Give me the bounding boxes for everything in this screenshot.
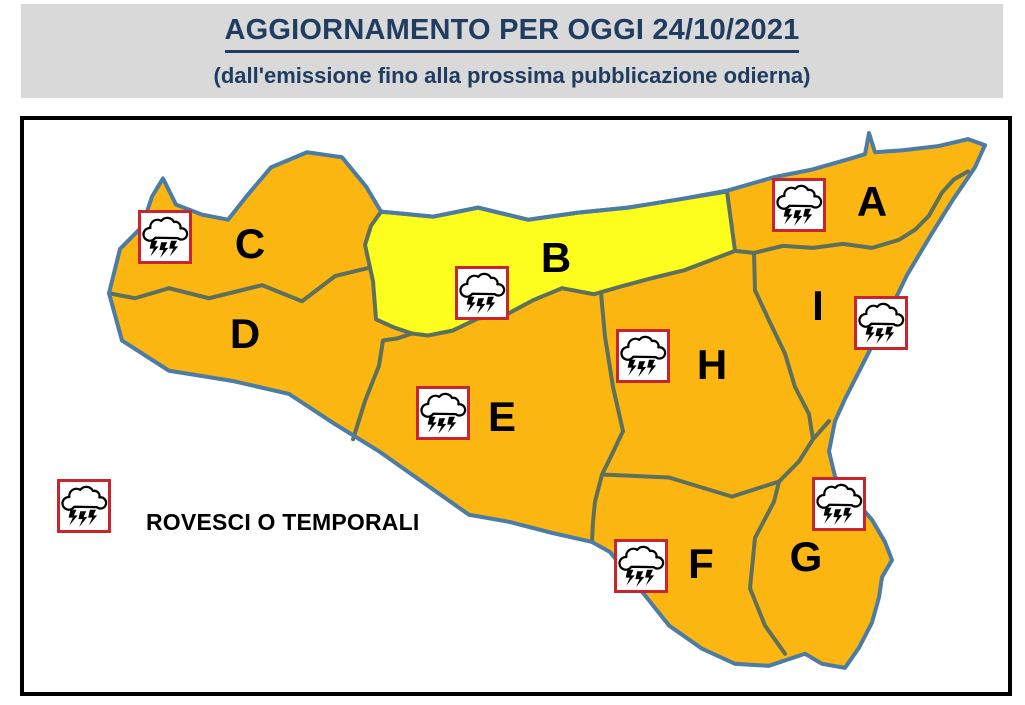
zone-label-i: I xyxy=(812,282,824,329)
storm-icon-zone-i xyxy=(854,296,908,350)
storm-icon xyxy=(60,482,108,530)
storm-icon-zone-c xyxy=(138,210,192,264)
storm-icon xyxy=(775,181,823,229)
storm-icon-zone-h xyxy=(616,329,670,383)
zone-label-g: G xyxy=(789,533,823,580)
sicily-alert-map: A B C D E F G H I ROVESCI O TEMPORALI xyxy=(20,116,1012,696)
storm-icon xyxy=(141,213,189,261)
storm-icon xyxy=(617,542,665,590)
bulletin-title: AGGIORNAMENTO PER OGGI 24/10/2021 xyxy=(224,14,800,53)
zone-label-b: B xyxy=(540,234,572,281)
zone-label-d: D xyxy=(229,310,261,357)
storm-icon xyxy=(458,269,506,317)
zone-label-h: H xyxy=(696,341,728,388)
storm-icon-zone-a xyxy=(772,178,826,232)
zone-label-f: F xyxy=(688,540,714,587)
storm-icon xyxy=(619,332,667,380)
bulletin-subtitle: (dall'emissione fino alla prossima pubbl… xyxy=(213,62,811,88)
zone-borders xyxy=(107,169,970,656)
zone-label-c: C xyxy=(234,220,266,267)
sicily-island xyxy=(109,133,985,668)
storm-icon-zone-f xyxy=(614,539,668,593)
storm-icon xyxy=(815,480,863,528)
legend-storm-icon xyxy=(57,479,111,533)
storm-icon-zone-b xyxy=(455,266,509,320)
storm-icon xyxy=(857,299,905,347)
zone-label-e: E xyxy=(487,393,517,440)
storm-icon-zone-e xyxy=(416,386,470,440)
storm-icon-zone-g xyxy=(812,477,866,531)
storm-icon xyxy=(419,389,467,437)
bulletin-header: AGGIORNAMENTO PER OGGI 24/10/2021 (dall'… xyxy=(21,4,1003,98)
zone-label-a: A xyxy=(856,178,888,225)
legend-label: ROVESCI O TEMPORALI xyxy=(146,509,420,535)
